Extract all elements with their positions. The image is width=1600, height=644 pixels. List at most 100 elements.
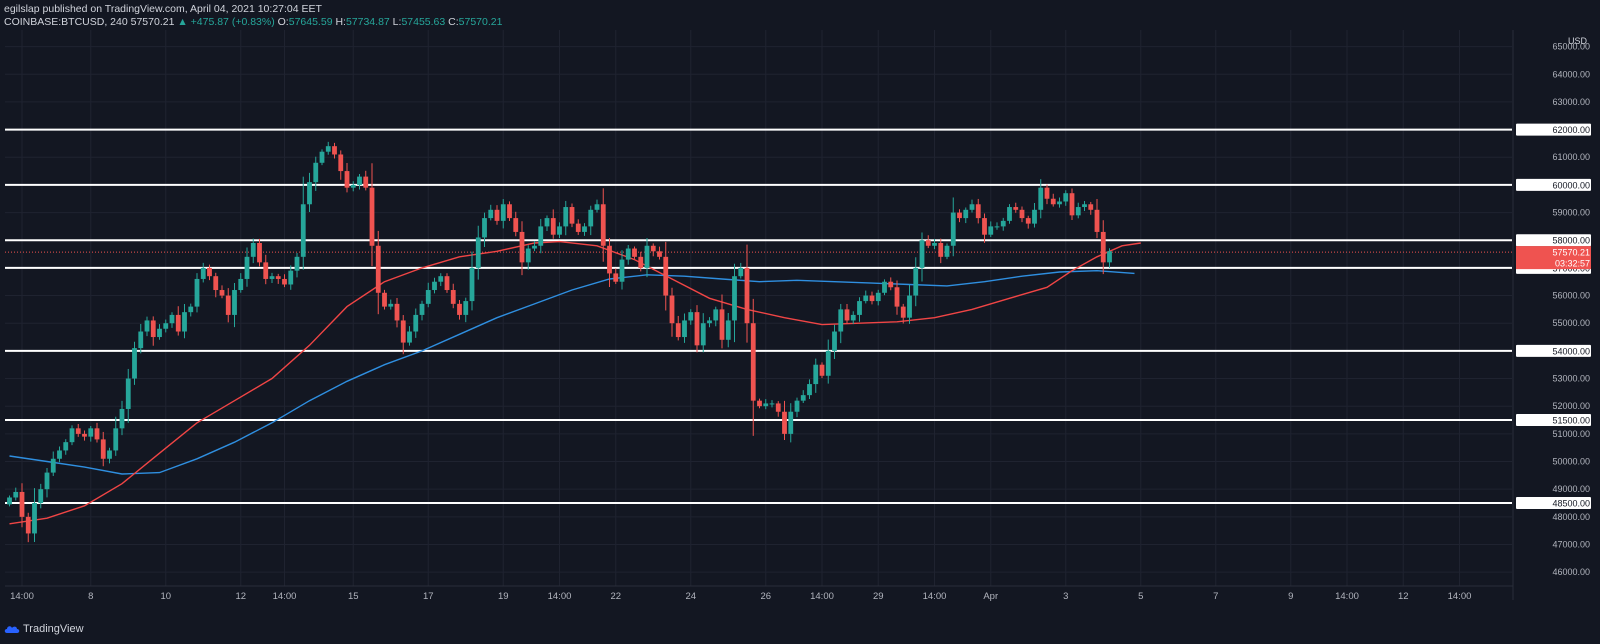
tradingview-logo[interactable]: TradingView <box>4 623 84 635</box>
candle-body <box>332 146 337 155</box>
candle-body <box>950 212 956 246</box>
candle <box>369 163 375 267</box>
candle-body <box>994 226 1000 228</box>
candle <box>163 319 169 333</box>
candle-body <box>744 267 750 324</box>
candle <box>569 203 575 228</box>
x-tick-label: 22 <box>610 591 621 602</box>
candle-body <box>819 364 825 376</box>
x-tick-label: 7 <box>1213 591 1218 602</box>
candle <box>925 235 931 249</box>
high-value: 57734.87 <box>345 16 390 28</box>
candle <box>563 200 569 236</box>
candle <box>1107 248 1112 268</box>
candle-body <box>894 287 900 307</box>
candle-body <box>75 428 81 434</box>
candle <box>800 390 806 403</box>
candle <box>144 316 150 337</box>
candle <box>825 339 831 384</box>
candle <box>175 306 181 336</box>
candle-body <box>407 331 412 343</box>
candle-body <box>694 312 700 346</box>
candle <box>938 238 944 264</box>
level-label-box <box>1516 344 1591 357</box>
candle-body <box>544 218 550 227</box>
candle <box>482 212 487 247</box>
candle-body <box>532 245 537 249</box>
candle-body <box>725 320 731 340</box>
candle-body <box>475 237 481 268</box>
candle-body <box>375 245 381 293</box>
candle-body <box>232 290 237 315</box>
candle <box>494 205 500 225</box>
candle <box>119 400 125 436</box>
candle-body <box>907 295 912 318</box>
close-label: C: <box>448 16 459 28</box>
y-tick-label: 52000.00 <box>1552 401 1590 411</box>
publish-info: egilslap published on TradingView.com, A… <box>4 3 322 15</box>
candle-body <box>969 204 975 210</box>
candle-body <box>244 256 250 279</box>
candle <box>125 368 131 423</box>
candle <box>838 303 844 344</box>
candle-body <box>925 240 931 246</box>
candle-body <box>669 295 675 324</box>
candle-body <box>775 403 781 412</box>
candle-body <box>800 395 806 401</box>
x-tick-label: 14:00 <box>548 591 572 602</box>
x-tick-label: 29 <box>873 591 884 602</box>
y-tick-label: 59000.00 <box>1552 208 1590 218</box>
candle-body <box>838 309 844 332</box>
moving-averages <box>9 240 1141 525</box>
candle <box>513 211 519 237</box>
candle-body <box>132 348 137 379</box>
candle <box>832 324 837 360</box>
candle-body <box>919 240 925 268</box>
candle-body <box>269 276 275 279</box>
candle <box>1019 206 1025 223</box>
countdown-label: 03:32:57 <box>1555 259 1590 269</box>
candle <box>813 358 819 393</box>
candle <box>182 304 187 339</box>
candle-body <box>700 323 706 346</box>
candle <box>1013 202 1019 213</box>
candle <box>357 173 362 190</box>
candle <box>438 273 444 287</box>
candle <box>957 209 962 223</box>
candle-body <box>682 320 687 338</box>
candle-body <box>857 301 862 315</box>
candle-body <box>13 491 19 498</box>
candle-body <box>163 323 169 329</box>
low-label: L: <box>392 16 402 28</box>
candle-body <box>88 428 94 437</box>
candle-body <box>82 433 87 437</box>
y-tick-label: 48000.00 <box>1552 512 1590 522</box>
candle <box>132 341 137 385</box>
candle-body <box>107 450 112 459</box>
candle-body <box>600 204 606 246</box>
last-price-label: 57570.21 <box>1552 248 1590 258</box>
candle <box>450 283 456 309</box>
candle-body <box>688 312 694 321</box>
candle-body <box>138 331 144 349</box>
candle-body <box>350 184 356 188</box>
level-label-box <box>1516 234 1591 247</box>
candle-body <box>869 295 875 302</box>
candle <box>82 430 87 441</box>
candle <box>788 403 794 443</box>
candle-body <box>175 314 181 332</box>
price-change: ▲ +475.87 (+0.83%) <box>177 16 275 28</box>
candle <box>550 209 556 239</box>
candle <box>738 262 744 279</box>
candle-body <box>457 303 462 315</box>
candle <box>625 245 631 265</box>
candle <box>275 273 281 284</box>
candle-body <box>975 204 981 219</box>
candle-body <box>400 320 406 343</box>
candle-body <box>825 350 831 376</box>
candle <box>600 188 606 262</box>
candle <box>313 156 319 191</box>
candle-body <box>294 256 300 271</box>
candle <box>1038 179 1044 219</box>
